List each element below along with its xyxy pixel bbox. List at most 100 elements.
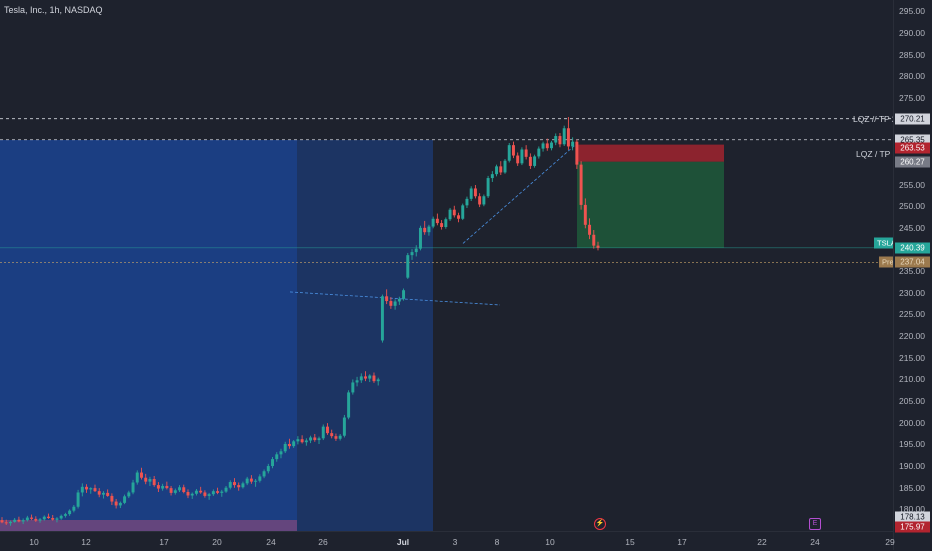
price-tick: 295.00	[899, 6, 925, 17]
price-tick: 225.00	[899, 309, 925, 320]
candle-body	[592, 234, 596, 246]
price-axis[interactable]: 295.00290.00285.00280.00275.00270.00265.…	[893, 0, 932, 550]
candle-body	[406, 255, 410, 278]
candle-body	[76, 492, 80, 507]
candle-body	[309, 437, 313, 441]
candle-body	[418, 227, 422, 249]
candle-body	[93, 488, 97, 492]
candle-body	[385, 296, 389, 302]
candle-body	[140, 472, 143, 478]
candle-body	[190, 493, 194, 496]
candle-body	[541, 143, 545, 149]
candle-body	[182, 487, 186, 493]
candle-body	[537, 148, 541, 157]
candle-body	[207, 494, 211, 496]
time-tick: 22	[757, 537, 767, 547]
candle-body	[21, 520, 25, 522]
candle-body	[465, 198, 469, 206]
time-tick: 10	[29, 537, 39, 547]
candle-body	[237, 485, 241, 488]
candle-body	[554, 136, 558, 143]
time-tick: 26	[318, 537, 328, 547]
candle-body	[423, 227, 427, 233]
price-label: 260.27	[895, 156, 930, 168]
candle-body	[203, 492, 207, 496]
candle-body	[511, 145, 515, 156]
candle-body	[17, 519, 21, 522]
candle-body	[410, 252, 414, 256]
candle-body	[372, 375, 376, 382]
time-tick: 10	[545, 537, 555, 547]
candle-body	[271, 459, 275, 467]
candle-body	[186, 492, 190, 496]
candle-body	[199, 490, 203, 493]
candle-body	[317, 438, 321, 441]
chart-canvas[interactable]	[0, 0, 893, 531]
candle-body	[338, 435, 342, 439]
candle-body	[300, 439, 304, 443]
price-tick: 285.00	[899, 49, 925, 60]
candle-body	[283, 443, 287, 452]
candle-body	[165, 485, 169, 489]
candle-body	[380, 296, 384, 341]
candle-body	[448, 209, 452, 220]
candle-body	[211, 491, 215, 495]
candle-body	[34, 518, 38, 521]
candle-body	[397, 298, 401, 302]
price-tick: 245.00	[899, 222, 925, 233]
candle-body	[490, 174, 494, 179]
price-tick: 185.00	[899, 482, 925, 493]
candle-body	[452, 209, 456, 216]
candle-body	[173, 490, 177, 493]
candle-body	[8, 521, 12, 524]
time-tick: 17	[677, 537, 687, 547]
candle-body	[393, 301, 397, 306]
candle-body	[469, 188, 473, 199]
candle-body	[80, 486, 84, 493]
candle-body	[131, 482, 135, 493]
tp2-line-label[interactable]: LQZ // TP 2	[853, 113, 893, 124]
time-tick: 24	[266, 537, 276, 547]
candle-body	[228, 482, 232, 488]
price-tick: 205.00	[899, 396, 925, 407]
candle-body	[516, 155, 520, 164]
candle-body	[156, 485, 160, 489]
candle-body	[4, 522, 8, 524]
candle-body	[566, 128, 570, 147]
candle-body	[402, 290, 406, 299]
candle-body	[562, 128, 566, 145]
price-tick: 190.00	[899, 461, 925, 472]
price-tick: 215.00	[899, 352, 925, 363]
candle-body	[520, 149, 524, 164]
candle-body	[444, 219, 448, 227]
candle-body	[68, 510, 72, 515]
candle-body	[364, 376, 367, 379]
candle-body	[575, 141, 579, 165]
candle-body	[97, 491, 101, 495]
lightning-icon[interactable]: ⚡	[594, 518, 606, 530]
candle-body	[325, 426, 329, 434]
candle-body	[55, 518, 59, 520]
time-tick: 24	[810, 537, 820, 547]
candle-body	[440, 223, 444, 227]
candle-body	[135, 472, 139, 483]
time-tick: 29	[885, 537, 895, 547]
purple-band	[0, 520, 297, 531]
candle-body	[558, 136, 562, 145]
candle-body	[355, 380, 359, 383]
trend-line-1	[289, 291, 501, 306]
tp1-line-label[interactable]: LQZ / TP 1	[856, 148, 893, 159]
candle-body	[292, 441, 296, 447]
candle-body	[262, 471, 266, 477]
candle-body	[583, 204, 587, 225]
price-tick: 195.00	[899, 439, 925, 450]
price-label: 175.97	[895, 521, 930, 533]
candle-body	[473, 188, 477, 197]
earnings-icon[interactable]: E	[809, 518, 821, 530]
candle-body	[296, 439, 300, 442]
chart-pane[interactable]: Tesla, Inc., 1h, NASDAQ LQZ // TP 2 LQZ …	[0, 0, 893, 531]
candle-body	[254, 480, 258, 482]
price-tick: 230.00	[899, 287, 925, 298]
time-axis[interactable]: 10 12 17 20 24 26 Jul 3 8 10 15 17 22 24 29	[0, 531, 895, 551]
candle-body	[51, 518, 55, 520]
